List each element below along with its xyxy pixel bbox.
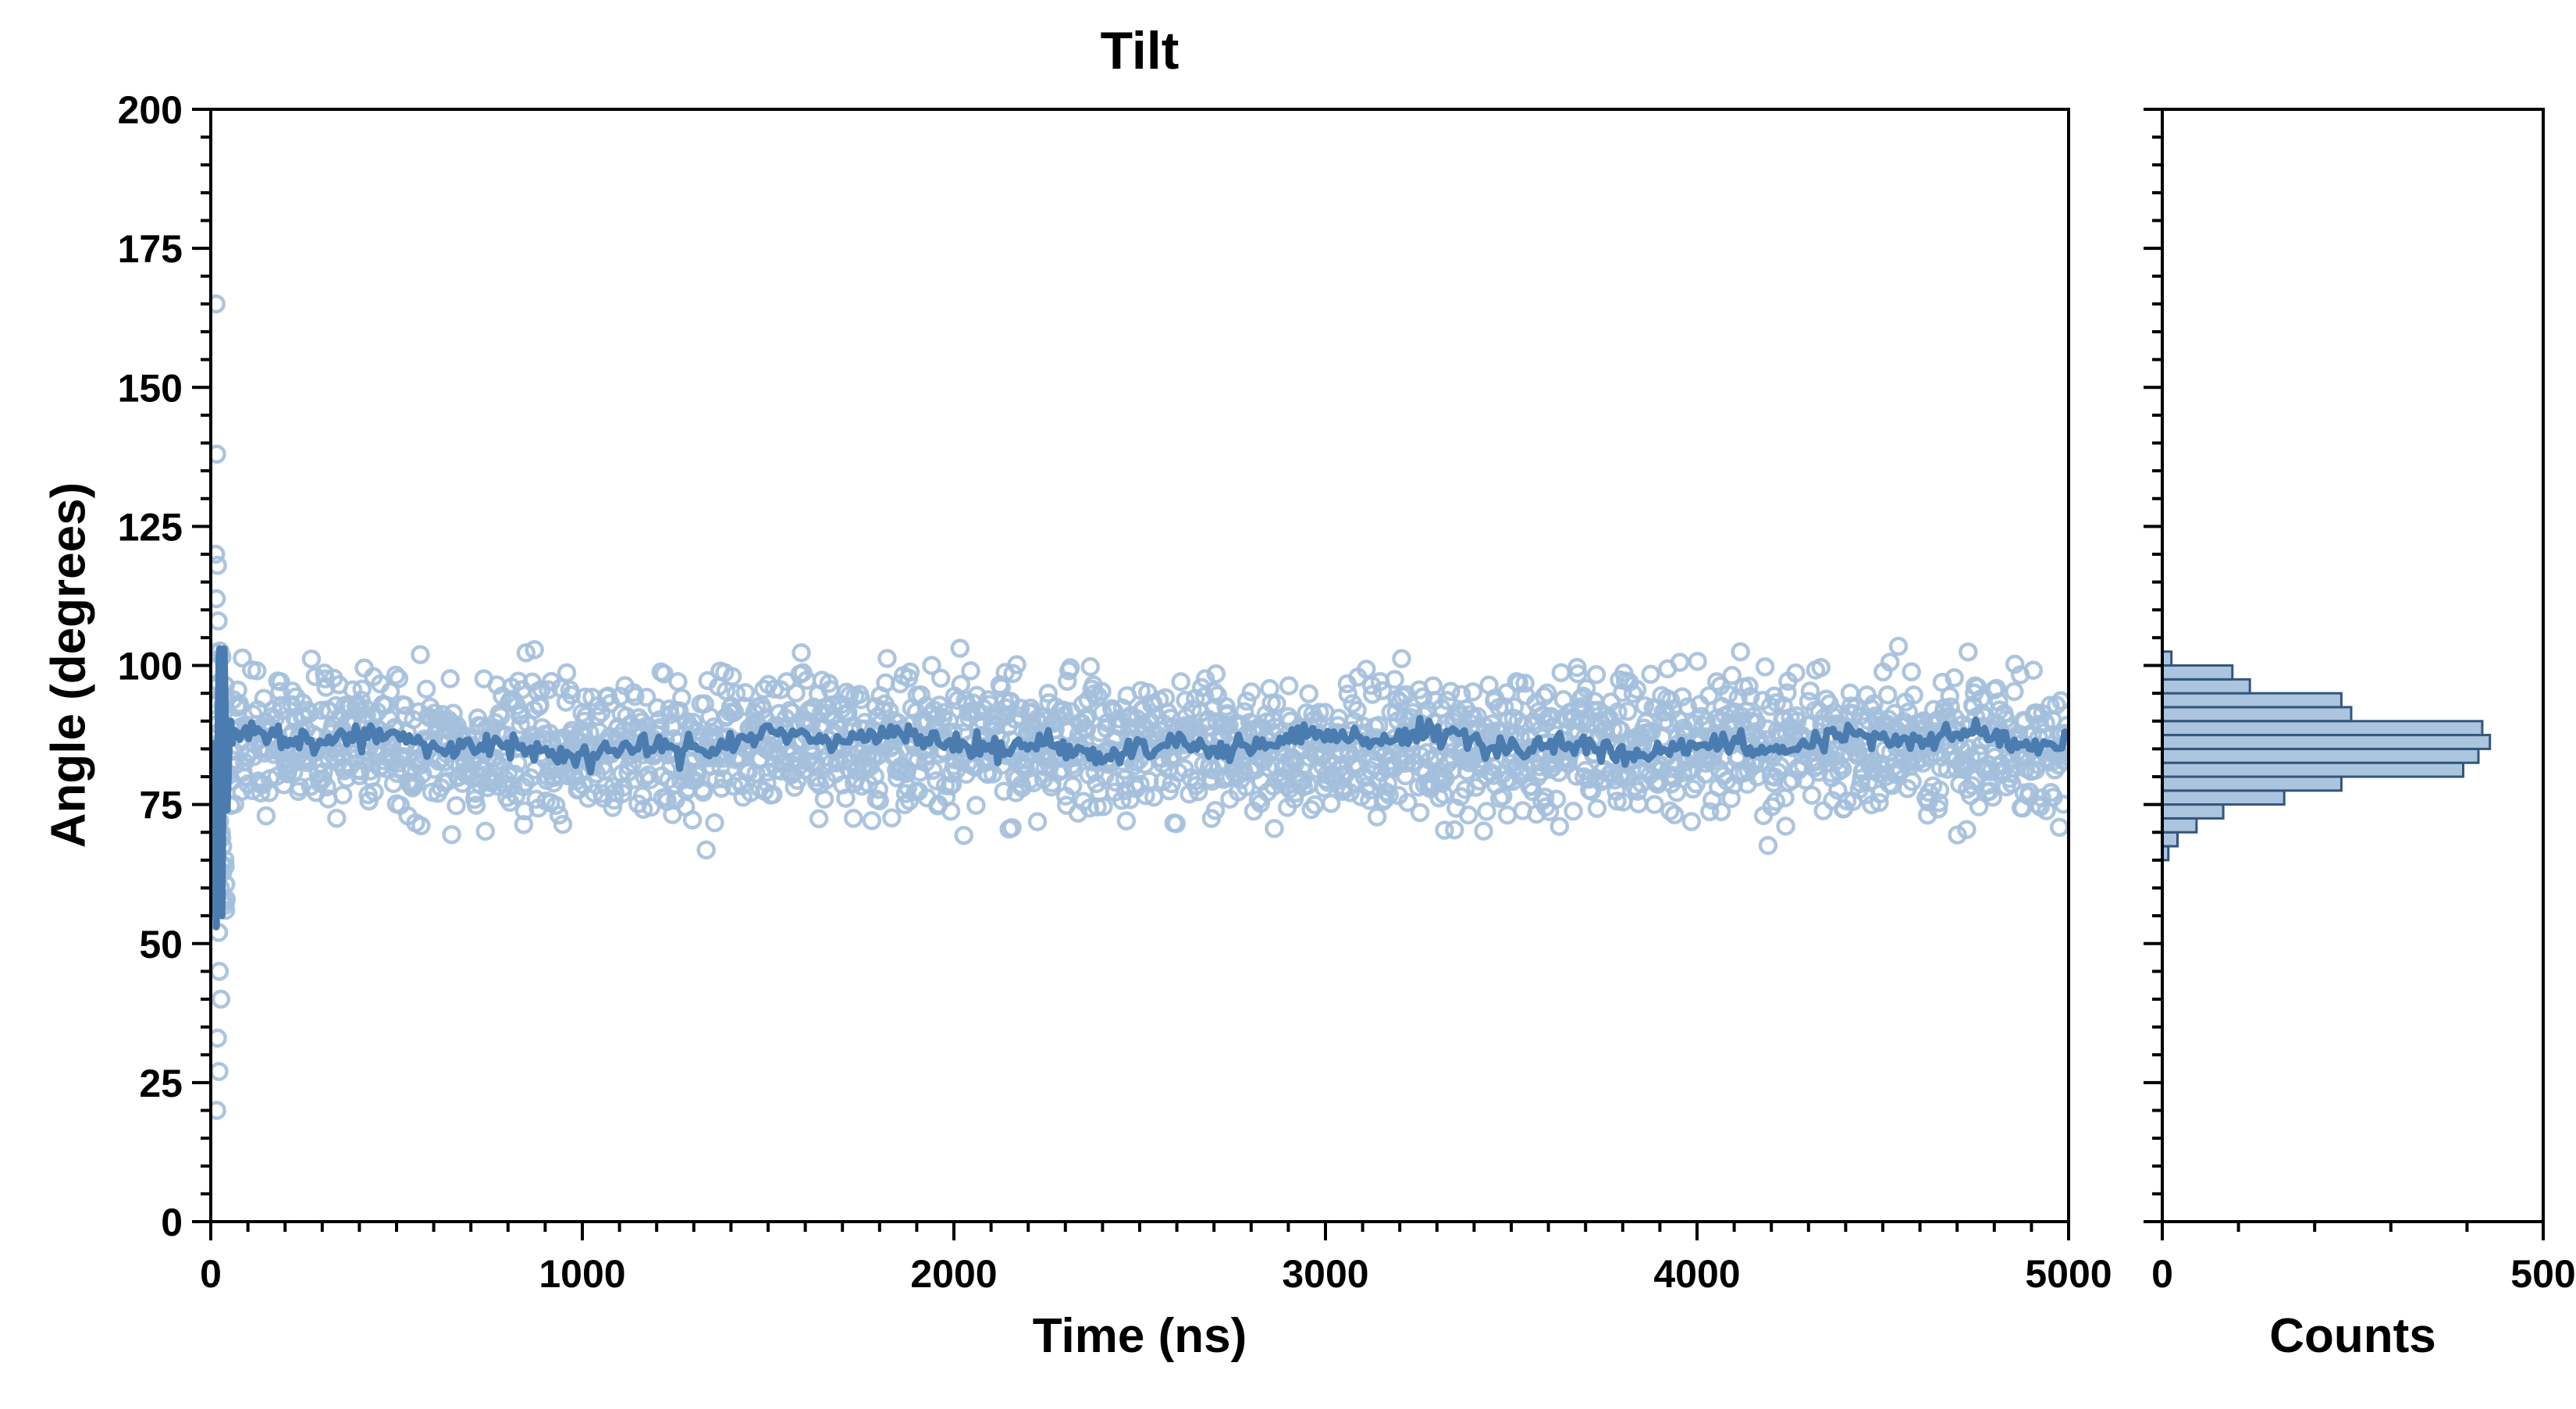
histogram-x-tick-labels: 0 500 (2151, 1252, 2576, 1296)
histogram-bar (2162, 720, 2484, 737)
x-tick-label: 3000 (1282, 1252, 1368, 1296)
x-tick-label: 4000 (1653, 1252, 1740, 1296)
histogram-bar (2162, 761, 2464, 778)
histogram-bar (2162, 692, 2343, 709)
histogram-bar (2162, 789, 2286, 806)
histogram-bar (2162, 734, 2492, 750)
y-tick-label: 0 (161, 1201, 183, 1244)
y-tick-label: 50 (139, 923, 183, 966)
histogram-y-ticks (2144, 108, 2162, 1223)
histogram-bar (2162, 747, 2480, 764)
y-tick-label: 100 (118, 645, 183, 688)
y-tick-label: 75 (139, 784, 183, 827)
y-tick-label: 25 (139, 1062, 183, 1105)
x-tick-label: 5000 (2025, 1252, 2112, 1296)
histogram-bar (2162, 803, 2225, 820)
histogram-bar (2162, 706, 2353, 723)
y-axis-label: Angle (degrees) (41, 482, 96, 849)
y-tick-label: 125 (118, 505, 183, 549)
x-tick-labels: 0 1000 2000 3000 4000 5000 (200, 1252, 2112, 1296)
x-axis-label: Time (ns) (1032, 1309, 1247, 1363)
histogram-bar (2162, 650, 2173, 667)
plot-title: Tilt (1100, 21, 1179, 80)
y-tick-labels: 0 25 50 75 100 125 150 175 200 (118, 88, 183, 1244)
histogram-bars (2162, 650, 2492, 862)
histogram-bar (2162, 775, 2343, 792)
histogram-x-tick-label: 0 (2151, 1252, 2173, 1296)
x-tick-label: 0 (200, 1252, 222, 1296)
histogram-x-ticks (2161, 1222, 2545, 1240)
histogram-bar (2162, 678, 2251, 695)
y-tick-label: 175 (118, 227, 183, 271)
y-axis-ticks (192, 108, 211, 1223)
y-tick-label: 150 (118, 366, 183, 410)
histogram-bar (2162, 831, 2179, 848)
x-tick-label: 2000 (910, 1252, 997, 1296)
x-axis-ticks (209, 1222, 2070, 1240)
histogram-bar (2162, 817, 2198, 834)
scatter-points (211, 294, 2069, 1120)
histogram-bar (2162, 664, 2234, 681)
x-tick-label: 1000 (539, 1252, 625, 1296)
y-tick-label: 200 (118, 88, 183, 132)
counts-axis-label: Counts (2269, 1309, 2436, 1363)
running-average-line (211, 645, 2069, 930)
histogram-x-tick-label: 500 (2510, 1252, 2575, 1296)
